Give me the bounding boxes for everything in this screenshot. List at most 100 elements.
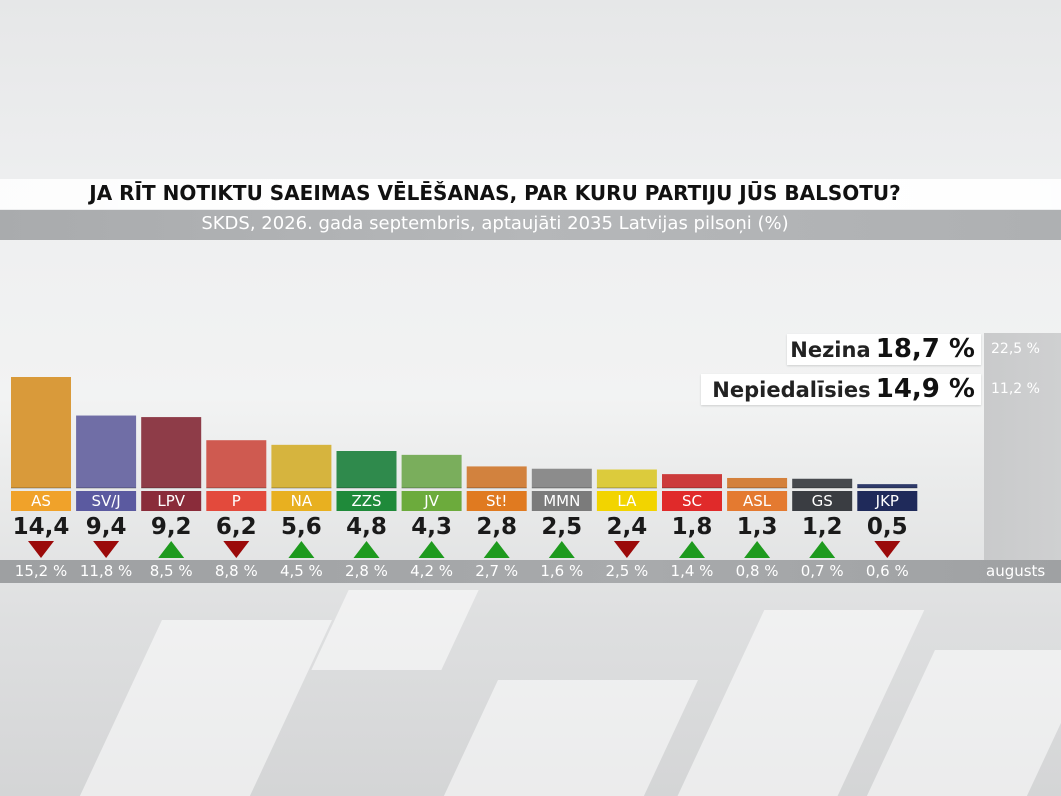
unknown-value: 18,7 % (875, 334, 975, 364)
bar-5 (336, 451, 397, 488)
not-participating-label: Nepiedalīsies (712, 378, 871, 402)
not-participating-box: Nepiedalīsies 14,9 % (701, 374, 981, 405)
previous-value-1: 11,8 % (79, 562, 133, 580)
trend-up-icon (483, 541, 510, 558)
party-tag-2 (141, 491, 202, 511)
value-label-8: 2,5 (541, 514, 582, 540)
value-label-12: 1,2 (802, 514, 843, 540)
bar-base-7 (466, 487, 527, 489)
trend-up-icon (353, 541, 380, 558)
bar-3 (206, 440, 267, 488)
previous-value-9: 2,5 % (605, 562, 649, 580)
party-name-5: ZZS (351, 492, 381, 510)
trend-up-icon (288, 541, 315, 558)
bar-10 (662, 474, 722, 488)
previous-value-0: 15,2 % (14, 562, 68, 580)
unknown-previous: 22,5 % (991, 341, 1040, 357)
previous-value-5: 2,8 % (345, 562, 388, 580)
party-tag-1 (76, 491, 137, 511)
value-label-3: 6,2 (216, 514, 257, 540)
party-name-2: LPV (157, 492, 185, 510)
bar-1 (76, 415, 137, 488)
value-label-5: 4,8 (346, 514, 387, 540)
chart-subtitle: SKDS, 2026. gada septembris, aptaujāti 2… (201, 213, 789, 234)
party-tag-7 (466, 491, 527, 511)
party-tag-11 (727, 491, 788, 511)
trend-down-icon (613, 541, 640, 558)
bar-8 (531, 468, 592, 488)
title-bar (0, 179, 1061, 209)
trend-up-icon (418, 541, 445, 558)
bar-base-5 (336, 487, 397, 489)
trend-down-icon (28, 541, 54, 558)
bar-13 (857, 484, 918, 488)
value-label-6: 4,3 (411, 514, 452, 540)
unknown-label: Nezina (790, 338, 871, 362)
bar-9 (596, 469, 657, 488)
trend-up-icon (809, 541, 836, 558)
previous-value-7: 2,7 % (475, 562, 519, 580)
previous-value-6: 4,2 % (410, 562, 454, 580)
value-label-7: 2,8 (476, 514, 517, 540)
trend-up-icon (679, 541, 705, 558)
party-name-10: SC (682, 492, 702, 510)
previous-value-3: 8,8 % (214, 562, 258, 580)
bar-base-3 (206, 487, 267, 489)
bar-base-13 (857, 487, 918, 489)
party-name-3: P (232, 492, 241, 510)
party-name-0: AS (31, 492, 51, 510)
previous-values-bar (0, 560, 1061, 583)
previous-value-2: 8,5 % (149, 562, 193, 580)
bar-base-10 (662, 487, 722, 489)
bar-4 (271, 444, 332, 488)
value-label-2: 9,2 (151, 514, 192, 540)
bar-6 (401, 454, 462, 488)
previous-month-label: augusts (986, 562, 1046, 580)
party-name-9: LA (617, 492, 637, 510)
trend-down-icon (93, 541, 120, 558)
bar-base-4 (271, 487, 332, 489)
party-tag-12 (792, 491, 853, 511)
trend-down-icon (223, 541, 250, 558)
party-tag-3 (206, 491, 267, 511)
party-name-8: MMN (543, 492, 580, 510)
value-label-9: 2,4 (607, 514, 648, 540)
bar-base-6 (401, 487, 462, 489)
not-participating-value: 14,9 % (875, 374, 975, 404)
unknown-box: Nezina 18,7 % (787, 334, 981, 365)
previous-value-11: 0,8 % (735, 562, 779, 580)
bar-base-12 (792, 487, 853, 489)
bar-base-8 (531, 487, 592, 489)
party-name-6: JV (423, 492, 439, 510)
party-tag-9 (596, 491, 657, 511)
previous-value-10: 1,4 % (670, 562, 714, 580)
party-tag-4 (271, 491, 332, 511)
trend-down-icon (874, 541, 901, 558)
value-label-4: 5,6 (281, 514, 322, 540)
not-participating-previous: 11,2 % (991, 381, 1040, 397)
previous-value-12: 0,7 % (800, 562, 844, 580)
value-label-10: 1,8 (672, 514, 713, 540)
trend-up-icon (744, 541, 771, 558)
bar-base-2 (141, 487, 202, 489)
party-tag-6 (401, 491, 462, 511)
party-name-7: St! (486, 492, 507, 510)
trend-up-icon (548, 541, 575, 558)
value-label-11: 1,3 (737, 514, 778, 540)
bar-0 (11, 377, 71, 488)
bar-base-11 (727, 487, 788, 489)
previous-value-8: 1,6 % (540, 562, 584, 580)
previous-value-13: 0,6 % (865, 562, 909, 580)
party-name-13: JKP (875, 492, 899, 510)
bar-base-0 (11, 487, 71, 489)
party-name-4: NA (291, 492, 313, 510)
side-column (984, 333, 1061, 583)
party-tag-0 (11, 491, 71, 511)
bar-12 (792, 478, 853, 488)
value-label-0: 14,4 (13, 514, 70, 540)
value-label-1: 9,4 (86, 514, 127, 540)
subtitle-bar (0, 210, 1061, 240)
party-tag-8 (531, 491, 592, 511)
bar-base-9 (596, 487, 657, 489)
